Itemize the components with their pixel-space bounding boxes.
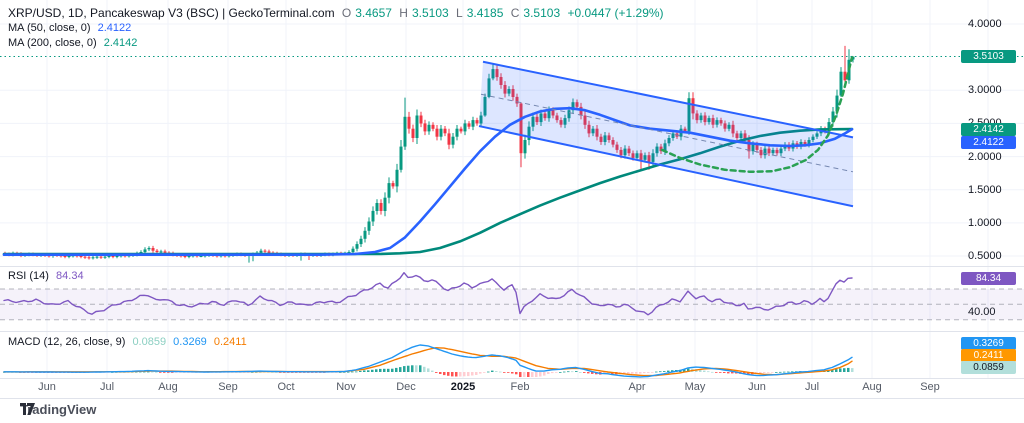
macd-hist-value: 0.0859	[132, 336, 167, 348]
high-label: H	[399, 6, 408, 20]
price-tick-label: 3.0000	[968, 84, 1002, 97]
axis-value-badge: 2.4122	[961, 136, 1016, 149]
price-tick-label: 2.0000	[968, 150, 1002, 163]
time-axis-label: 2025	[450, 381, 476, 393]
axis-value-badge: 84.34	[961, 272, 1016, 285]
time-axis-label: Aug	[158, 381, 178, 393]
time-axis-label: Oct	[277, 381, 295, 393]
axis-value-badge: 2.4142	[961, 123, 1016, 136]
rsi-line	[3, 272, 853, 316]
close-label: C	[510, 6, 520, 20]
rounded-bottom-curve	[660, 55, 854, 174]
high-value: 3.5103	[411, 6, 449, 20]
time-axis-label: Sep	[920, 381, 940, 393]
ma50-value: 2.4122	[97, 22, 132, 34]
low-value: 3.4185	[466, 6, 504, 20]
tradingview-logo-icon	[20, 403, 35, 415]
macd-label: MACD (12, 26, close, 9)	[8, 336, 126, 348]
symbol-title[interactable]: XRP/USD, 1D, Pancakeswap V3 (BSC) | Geck…	[8, 6, 335, 20]
time-axis-label: Jun	[748, 381, 766, 393]
price-tick-label: 1.0000	[968, 216, 1002, 229]
rsi-pane-legend[interactable]: RSI (14) 84.34	[8, 270, 88, 282]
symbol-ohlc-row: XRP/USD, 1D, Pancakeswap V3 (BSC) | Geck…	[8, 6, 668, 20]
time-axis-label: Feb	[510, 381, 530, 393]
change-value: +0.0447 (+1.29%)	[567, 6, 664, 20]
ma50-legend[interactable]: MA (50, close, 0) 2.4122	[8, 21, 668, 35]
axis-value-badge: 0.0859	[961, 361, 1016, 374]
macd-signal-value: 0.2411	[213, 336, 247, 348]
price-pane-legend[interactable]: XRP/USD, 1D, Pancakeswap V3 (BSC) | Geck…	[8, 6, 668, 50]
ma200-legend[interactable]: MA (200, close, 0) 2.4142	[8, 36, 668, 50]
open-label: O	[341, 6, 352, 20]
ma50-line	[2, 106, 854, 256]
ma200-label: MA (200, close, 0)	[8, 37, 97, 49]
time-axis-label: Jun	[38, 381, 56, 393]
macd-main-line	[3, 344, 853, 378]
tradingview-logo-text: TradingView	[20, 402, 97, 417]
ma200-line	[2, 127, 854, 256]
time-axis-label: Jul	[99, 381, 115, 393]
time-axis-label: Apr	[628, 381, 646, 393]
time-axis-label: Sep	[218, 381, 238, 393]
time-axis-label: Aug	[862, 381, 882, 393]
axis-value-badge: 0.2411	[961, 349, 1016, 362]
tradingview-branding[interactable]: TradingView	[20, 402, 96, 417]
macd-pane-legend[interactable]: MACD (12, 26, close, 9) 0.0859 0.3269 0.…	[8, 336, 251, 348]
macd-line-value: 0.3269	[173, 336, 207, 348]
rsi-tick-label: 40.00	[968, 306, 996, 318]
ma50-label: MA (50, close, 0)	[8, 22, 91, 34]
price-tick-label: 0.5000	[968, 250, 1002, 262]
close-value: 3.5103	[523, 6, 561, 20]
time-axis-label: Jul	[804, 381, 820, 393]
low-label: L	[456, 6, 463, 20]
ma200-value: 2.4142	[103, 37, 138, 49]
open-value: 3.4657	[355, 6, 392, 20]
price-tick-label: 4.0000	[968, 18, 1002, 30]
time-axis-label: Nov	[336, 381, 356, 393]
time-axis-label: May	[684, 381, 706, 393]
axis-value-badge: 0.3269	[961, 337, 1016, 350]
rsi-value: 84.34	[56, 270, 84, 282]
price-tick-label: 1.5000	[968, 183, 1002, 196]
time-axis-label: Dec	[396, 381, 416, 393]
rsi-label: RSI (14)	[8, 270, 49, 282]
channel-fill	[479, 61, 853, 207]
axis-value-badge: 3.5103	[961, 50, 1016, 63]
